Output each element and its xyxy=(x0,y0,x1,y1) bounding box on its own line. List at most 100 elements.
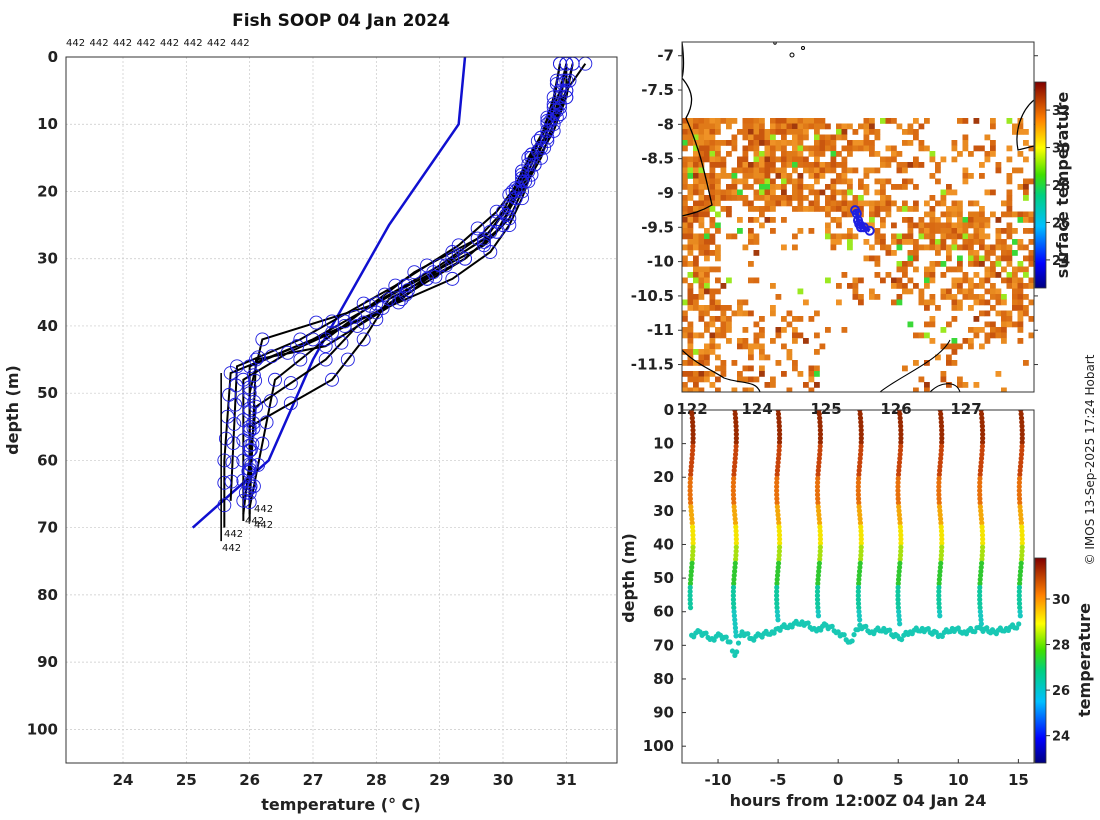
section-point xyxy=(937,508,943,514)
sst-cell xyxy=(781,123,787,130)
sst-cell xyxy=(682,167,688,174)
profile-marker xyxy=(348,310,363,324)
sst-cell xyxy=(924,360,930,366)
sst-cell xyxy=(803,338,809,344)
sst-cell xyxy=(907,261,914,267)
sst-cell xyxy=(946,343,952,350)
section-point xyxy=(776,520,782,526)
section-point xyxy=(817,423,823,429)
sst-cell xyxy=(775,123,782,130)
sst-cell xyxy=(687,134,694,141)
sst-cell xyxy=(869,145,875,152)
sst-cell xyxy=(808,123,815,130)
sst-cell xyxy=(924,222,930,229)
sst-cell xyxy=(731,195,738,201)
sst-cell xyxy=(929,261,936,267)
sst-cell xyxy=(742,310,749,317)
section-point xyxy=(857,459,863,466)
section-point xyxy=(815,504,821,510)
profile-marker xyxy=(251,350,266,365)
sst-cell xyxy=(726,140,732,146)
sst-cell xyxy=(704,250,710,256)
sst-cell xyxy=(1012,211,1018,218)
sst-cell xyxy=(847,167,853,174)
sst-cell xyxy=(907,162,914,168)
sst-cell xyxy=(1006,173,1013,179)
sst-cell xyxy=(737,217,743,223)
sst-cell xyxy=(753,338,760,344)
sst-cell xyxy=(764,129,771,135)
sst-cell xyxy=(902,140,908,146)
section-point xyxy=(816,516,822,522)
section-point xyxy=(1018,459,1024,466)
sst-cell xyxy=(869,217,875,223)
sst-cell xyxy=(968,327,974,333)
sst-cell xyxy=(918,332,925,339)
sst-cell xyxy=(748,217,754,223)
sst-cell xyxy=(1028,299,1034,306)
sst-cell xyxy=(1017,244,1024,251)
sst-cell xyxy=(951,299,958,306)
sst-cell xyxy=(924,283,930,289)
sst-cell xyxy=(715,123,721,130)
sst-cell xyxy=(995,162,1002,168)
sst-cell xyxy=(792,162,798,168)
section-point xyxy=(732,520,739,526)
section-point xyxy=(977,597,983,603)
sst-cell xyxy=(847,239,853,245)
y-tick-label: 70 xyxy=(37,519,58,537)
sst-cell xyxy=(786,123,793,130)
sst-cell xyxy=(979,244,985,251)
section-x-label: 0 xyxy=(833,771,843,789)
sst-cell xyxy=(1012,123,1018,130)
section-point xyxy=(977,576,983,583)
sst-cell xyxy=(753,189,760,196)
section-point xyxy=(687,580,694,587)
sst-cell xyxy=(781,189,787,196)
sst-cell xyxy=(962,338,969,344)
section-point xyxy=(856,576,862,583)
sst-cell xyxy=(929,272,936,278)
sst-cell xyxy=(830,244,837,251)
sst-cell xyxy=(1012,228,1018,234)
sst-cell xyxy=(704,184,710,190)
top-label: 442 xyxy=(137,38,156,49)
section-point xyxy=(938,548,945,554)
profile-marker xyxy=(477,231,491,246)
sst-cell xyxy=(1012,272,1018,278)
sst-cell xyxy=(946,288,952,295)
sst-cell xyxy=(973,327,980,333)
sst-cell xyxy=(709,134,716,141)
sst-cell xyxy=(781,134,787,141)
section-point xyxy=(733,552,739,558)
section-point xyxy=(731,467,737,474)
profile-marker xyxy=(546,90,561,105)
sst-cell xyxy=(693,167,699,174)
sst-cell xyxy=(687,239,694,245)
sst-cell xyxy=(968,250,974,256)
sst-cell xyxy=(858,200,864,207)
sst-cell xyxy=(720,206,727,212)
sst-cell xyxy=(951,145,958,152)
sst-cell xyxy=(973,316,980,322)
sst-cell xyxy=(786,349,793,355)
sst-cell xyxy=(913,250,919,256)
sst-cell xyxy=(1001,332,1007,339)
sst-cell xyxy=(748,349,754,355)
sst-cell xyxy=(731,189,738,196)
sst-cell xyxy=(841,156,848,163)
sst-cell xyxy=(693,272,699,278)
y-tick-label: 60 xyxy=(37,451,58,469)
sst-cell xyxy=(753,195,760,201)
section-point xyxy=(1017,568,1024,574)
section-point xyxy=(980,435,986,441)
section-point xyxy=(939,540,945,546)
sst-cell xyxy=(764,195,771,201)
sst-cell xyxy=(764,189,771,196)
section-point xyxy=(978,459,984,466)
sst-cell xyxy=(1001,266,1007,273)
section-point xyxy=(1018,564,1024,570)
sst-cell xyxy=(759,206,765,212)
sst-cell xyxy=(709,217,716,223)
section-point xyxy=(849,638,855,644)
